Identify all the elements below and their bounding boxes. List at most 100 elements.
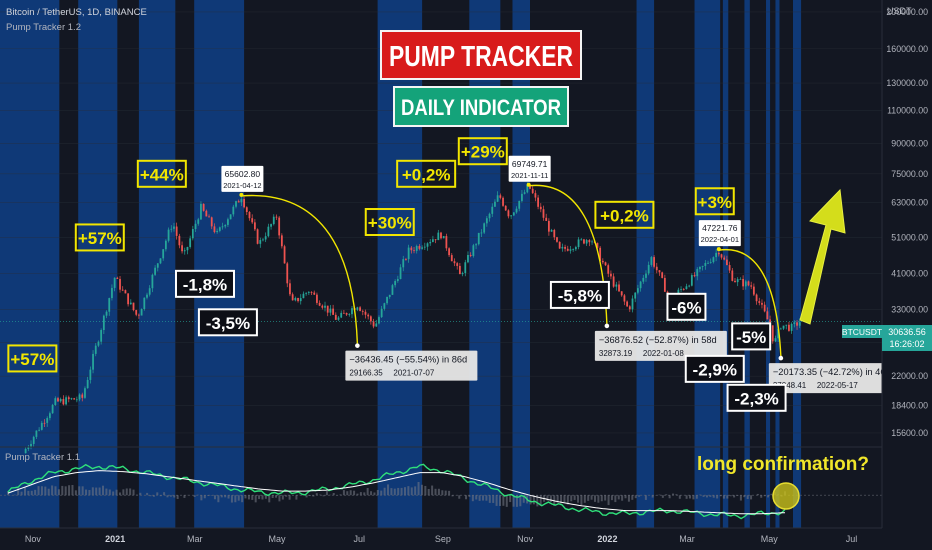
callout-box: [594, 200, 655, 229]
candle-body: [569, 249, 572, 251]
drawdown-low: 29166.35: [349, 369, 383, 378]
callout-box: [457, 137, 508, 166]
candle-body: [342, 312, 345, 314]
candle-body: [364, 311, 367, 315]
candle-body: [445, 236, 448, 249]
pump-zone: [636, 0, 655, 528]
candle-body: [119, 278, 121, 290]
candle-body: [326, 305, 329, 313]
candle-body: [448, 248, 450, 256]
candle-body: [680, 289, 682, 290]
candle-body: [456, 263, 459, 266]
candle-body: [305, 292, 308, 294]
pump-zone: [722, 0, 729, 528]
candle-body: [583, 239, 585, 244]
callout-box: [396, 159, 457, 188]
candle-body: [747, 281, 750, 286]
candle-body: [289, 283, 291, 295]
candle-body: [785, 324, 788, 326]
peak-price: 65602.80: [225, 169, 261, 179]
candle-body: [267, 226, 270, 237]
candle-body: [763, 304, 766, 312]
candle-body: [380, 308, 383, 318]
candle-body: [35, 430, 38, 437]
candle-body: [32, 436, 35, 444]
subtitle-banner: [393, 86, 569, 127]
candle-body: [699, 266, 701, 270]
candle-body: [550, 229, 553, 232]
callout-text: -5,8%: [558, 286, 602, 305]
peak-box: [508, 155, 551, 182]
callout-box: [74, 223, 125, 252]
candle-body: [410, 247, 413, 251]
candle-body: [181, 245, 183, 252]
peak-labels: 65602.80 2021-04-12 69749.71 2021-11-11 4722…: [221, 155, 741, 252]
callout-box: [726, 383, 787, 412]
price-tick-label: 41000.00: [891, 268, 928, 278]
price-tag-symbol-box: [842, 325, 882, 338]
candle-body: [491, 206, 494, 214]
candle-body: [612, 276, 615, 287]
candle-body: [564, 246, 566, 249]
drawdown-low: 32873.19: [599, 349, 633, 358]
candle-body: [475, 244, 477, 246]
indicator-title-bottom[interactable]: Pump Tracker 1.1: [5, 452, 80, 463]
symbol-title[interactable]: Bitcoin / TetherUS, 1D, BINANCE: [6, 7, 147, 18]
candle-body: [272, 216, 275, 225]
candle-body: [378, 317, 380, 324]
candle-body: [191, 229, 194, 239]
candle-body: [712, 257, 715, 263]
candle-body: [178, 235, 181, 246]
candle-body: [262, 239, 264, 241]
candle-body: [183, 250, 186, 252]
candle-body: [758, 301, 761, 303]
candle-body: [124, 290, 127, 294]
candle-body: [458, 265, 461, 275]
candle-body: [167, 229, 170, 241]
price-axis[interactable]: [882, 0, 932, 528]
candle-body: [693, 275, 696, 277]
candle-body: [361, 310, 364, 312]
pump-zone: [512, 0, 531, 528]
candle-body: [480, 232, 483, 234]
candle-body: [790, 323, 793, 331]
time-axis[interactable]: [0, 528, 932, 550]
candle-body: [796, 322, 798, 326]
callout-box: [666, 292, 707, 321]
candle-body: [434, 239, 437, 241]
candle-body: [30, 443, 32, 447]
candle-body: [229, 214, 232, 220]
price-tick-label: 63000.00: [891, 198, 928, 208]
title-banner: [380, 30, 582, 80]
callout-box: [197, 308, 258, 337]
candle-body: [248, 211, 251, 219]
candle-body: [574, 247, 577, 250]
candle-body: [736, 279, 739, 283]
candle-body: [418, 246, 421, 249]
candle-body: [162, 249, 165, 259]
candle-body: [375, 323, 378, 327]
peak-dot: [716, 247, 721, 252]
candle-body: [769, 319, 771, 326]
pump-callouts: +57% +57% +44% -1,8% -3,5% +30% +0,2% +29% -5,8%…: [7, 137, 787, 412]
candle-body: [70, 398, 73, 400]
candle-body: [715, 252, 718, 258]
callout-box: [684, 354, 745, 383]
candle-body: [510, 215, 513, 217]
indicator-title-top[interactable]: Pump Tracker 1.2: [6, 22, 81, 33]
candle-body: [682, 289, 685, 290]
candle-body: [359, 307, 361, 311]
candle-body: [610, 273, 612, 277]
price-tick-label: 200000.00: [886, 7, 928, 17]
candle-body: [391, 285, 394, 295]
candle-body: [523, 192, 526, 194]
candle-body: [631, 298, 634, 310]
candle-body: [151, 274, 154, 289]
candle-body: [647, 264, 650, 274]
candle-body: [426, 243, 429, 247]
candle-body: [138, 314, 140, 316]
candle-body: [340, 312, 343, 318]
candle-body: [472, 245, 475, 256]
candle-body: [677, 289, 680, 295]
candle-body: [685, 286, 688, 290]
